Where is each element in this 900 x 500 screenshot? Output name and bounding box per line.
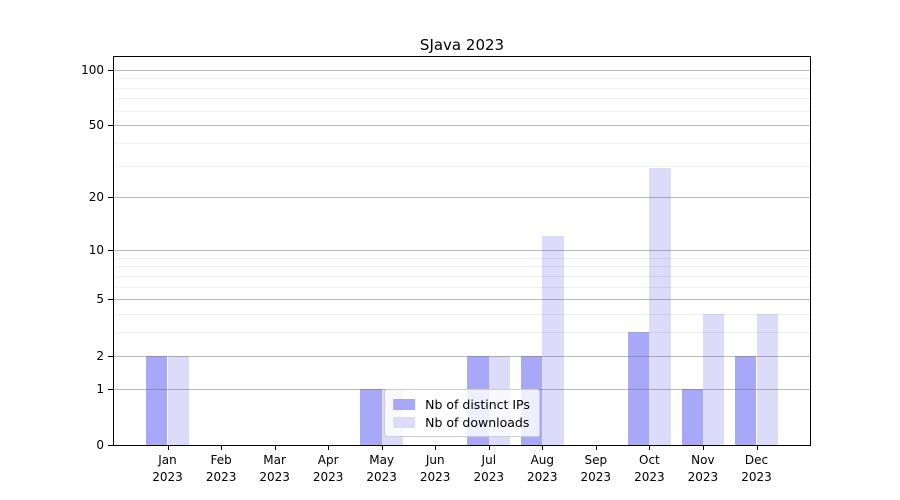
x-tick-jul [488,445,490,450]
y-tick-50 [108,125,113,127]
bar-downloads-jan [167,355,189,445]
gridline-5 [114,299,810,301]
x-tick-feb [221,445,223,450]
gridline-50 [114,125,810,127]
x-tick-nov [702,445,704,450]
y-tick-label-0: 0 [96,438,104,452]
bar-distinct-ips-dec [735,355,757,445]
x-tick-dec [756,445,758,450]
gridline-2 [114,355,810,357]
x-tick-label-feb: Feb 2023 [205,453,237,484]
x-tick-jan [167,445,169,450]
bar-distinct-ips-nov [681,388,703,445]
x-tick-oct [649,445,651,450]
x-tick-label-jan: Jan 2023 [152,453,183,484]
y-tick-label-50: 50 [88,118,104,133]
minor-gridline-70 [114,98,810,100]
x-tick-may [381,445,383,450]
legend-swatch-distinct-ips [393,398,416,410]
x-tick-sep [595,445,597,450]
minor-gridline-7 [114,275,810,277]
minor-gridline-3 [114,332,810,334]
gridline-20 [114,197,810,199]
gridline-10 [114,250,810,251]
y-tick-100 [108,69,113,71]
x-tick-mar [274,445,276,450]
minor-gridline-90 [114,78,810,80]
bar-downloads-oct [649,168,671,445]
x-tick-label-nov: Nov 2023 [687,453,719,484]
y-tick-10 [108,250,113,251]
x-tick-aug [542,445,544,450]
y-tick-0 [108,445,113,446]
x-tick-label-jun: Jun 2023 [419,453,451,484]
minor-gridline-6 [114,286,810,288]
minor-gridline-60 [114,110,810,112]
bar-distinct-ips-jan [146,355,168,445]
chart-title: SJava 2023 [419,36,505,54]
legend-label-distinct-ips: Nb of distinct IPs [425,396,530,412]
x-tick-label-dec: Dec 2023 [741,453,772,484]
x-tick-label-apr: Apr 2023 [312,453,344,484]
y-tick-label-1: 1 [96,381,104,396]
legend: Nb of distinct IPs Nb of downloads [384,389,540,437]
x-tick-label-aug: Aug 2023 [527,453,558,484]
legend-swatch-downloads [393,416,416,428]
y-tick-1 [108,388,113,390]
minor-gridline-80 [114,87,810,89]
minor-gridline-40 [114,143,810,144]
bar-downloads-aug [542,236,564,445]
minor-gridline-8 [114,266,810,268]
minor-gridline-9 [114,257,810,259]
legend-item-distinct-ips: Nb of distinct IPs [393,395,530,413]
plot-canvas [114,57,810,445]
bar-distinct-ips-oct [628,332,650,445]
y-tick-label-5: 5 [96,292,104,307]
y-tick-20 [108,197,113,199]
minor-gridline-30 [114,165,810,167]
x-tick-label-oct: Oct 2023 [634,453,665,484]
legend-item-downloads: Nb of downloads [393,413,530,431]
x-tick-jun [435,445,437,450]
x-tick-label-jul: Jul 2023 [473,453,505,484]
legend-label-downloads: Nb of downloads [425,414,530,430]
y-tick-5 [108,299,113,301]
minor-gridline-4 [114,314,810,316]
plot-area: Nb of distinct IPs Nb of downloads [113,56,811,446]
y-tick-label-10: 10 [88,243,104,257]
y-tick-2 [108,355,113,357]
x-tick-label-mar: Mar 2023 [259,453,290,484]
bar-downloads-nov [702,314,725,445]
bar-downloads-dec [756,314,778,445]
y-tick-label-2: 2 [96,348,104,363]
x-tick-label-sep: Sep 2023 [580,453,612,484]
x-tick-label-may: May 2023 [366,453,397,484]
x-tick-apr [328,445,330,450]
bar-distinct-ips-may [360,388,382,445]
y-tick-label-20: 20 [88,190,104,205]
y-tick-label-100: 100 [81,62,104,77]
gridline-100 [114,69,810,71]
